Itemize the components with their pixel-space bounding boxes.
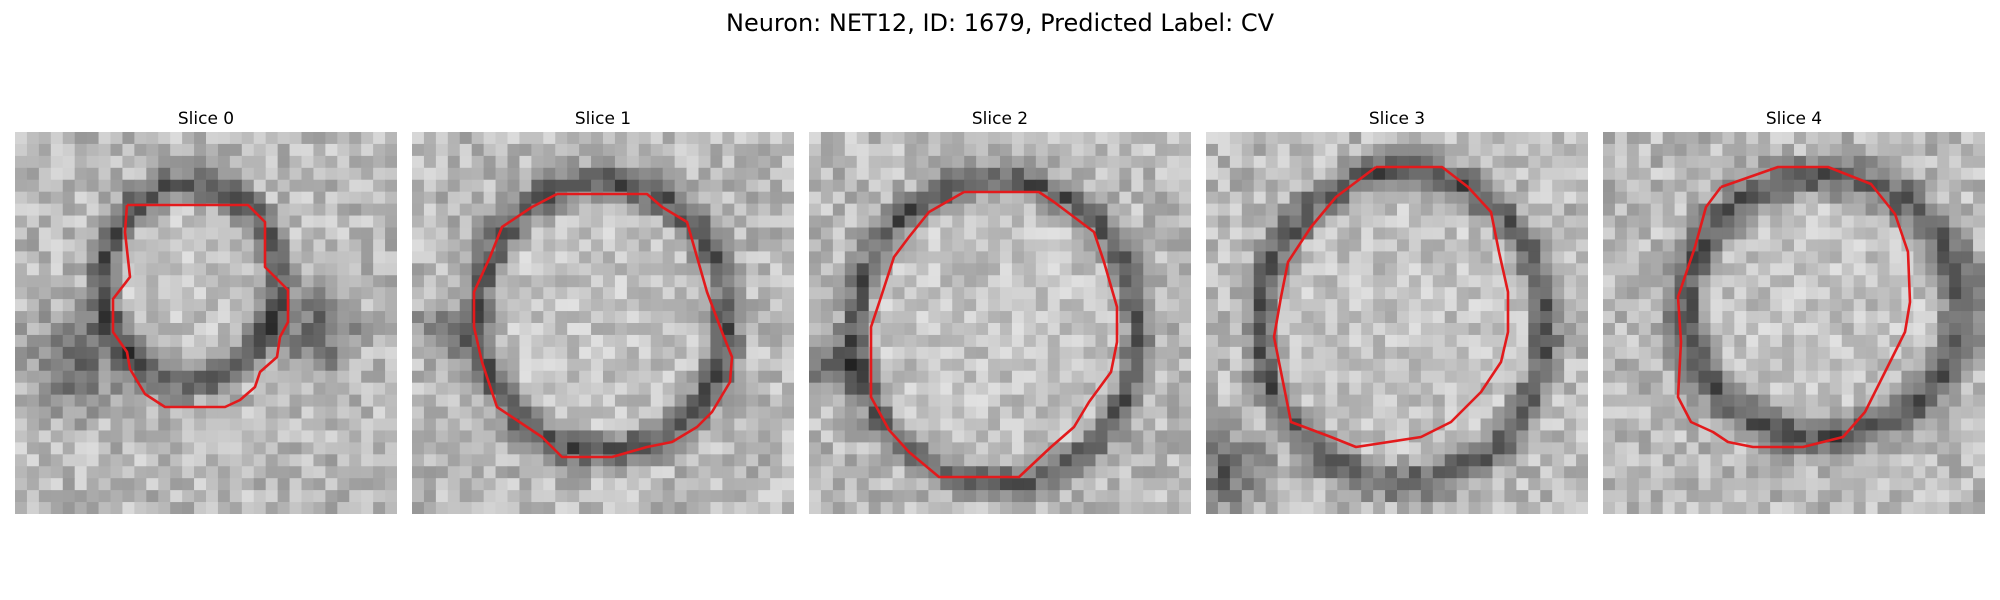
slice-panel-0: Slice 0 <box>15 108 397 514</box>
segmentation-contour <box>472 192 734 459</box>
slice-panel-4: Slice 4 <box>1603 108 1985 514</box>
slice-image-3 <box>1206 132 1588 514</box>
slice-image-1 <box>412 132 794 514</box>
figure-title: Neuron: NET12, ID: 1679, Predicted Label… <box>726 9 1274 37</box>
slice-title-0: Slice 0 <box>177 109 235 129</box>
segmentation-contour <box>1272 165 1510 449</box>
slice-panel-2: Slice 2 <box>809 108 1191 514</box>
slice-title-2: Slice 2 <box>971 109 1029 129</box>
segmentation-contour <box>111 203 290 409</box>
slice-title-1: Slice 1 <box>574 109 632 129</box>
slice-title-3: Slice 3 <box>1368 109 1426 129</box>
slice-panel-1: Slice 1 <box>412 108 794 514</box>
slice-image-4 <box>1603 132 1985 514</box>
slice-image-0 <box>15 132 397 514</box>
segmentation-contour <box>1676 165 1912 449</box>
segmentation-contour <box>869 190 1119 479</box>
slice-image-2 <box>809 132 1191 514</box>
slice-title-4: Slice 4 <box>1765 109 1823 129</box>
slice-panel-3: Slice 3 <box>1206 108 1588 514</box>
